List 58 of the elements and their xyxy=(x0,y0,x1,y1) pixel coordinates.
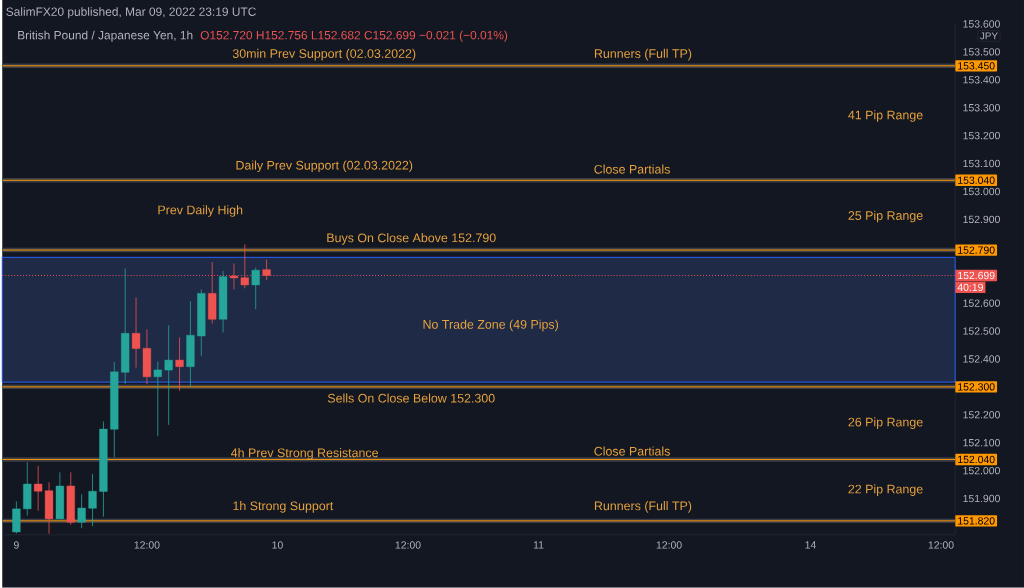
annotation: No Trade Zone (49 Pips) xyxy=(423,319,559,332)
ref-line-label: 151.820 xyxy=(958,517,995,525)
ref-line-label: 152.300 xyxy=(958,383,995,391)
y-tick-label: 153.400 xyxy=(963,76,1000,84)
y-axis-title: JPY xyxy=(979,32,998,40)
annotation: Runners (Full TP) xyxy=(594,49,692,61)
annotation: Close Partials xyxy=(594,164,670,174)
y-tick-label: 153.000 xyxy=(963,187,1000,196)
y-tick-label: 152.600 xyxy=(963,299,1000,307)
ref-line-label: 152.699 xyxy=(958,271,995,280)
y-tick-label: 152.400 xyxy=(963,355,1000,363)
x-tick-label: 14 xyxy=(805,541,816,549)
annotation: 30min Prev Support (02.03.2022) xyxy=(232,48,416,61)
y-tick-label: 153.600 xyxy=(963,20,1000,28)
annotation: Runners (Full TP) xyxy=(594,501,692,513)
ref-line-label: 153.040 xyxy=(958,176,995,185)
annotation: 4h Prev Strong Resistance xyxy=(231,448,378,460)
annotation: 41 Pip Range xyxy=(848,110,923,122)
text: O152.720 H152.756 L152.682 C152.699 −0.021 (−0.01%) xyxy=(200,30,508,42)
ref-line-label: 152.040 xyxy=(958,455,995,464)
candlestick xyxy=(88,473,97,527)
y-tick-label: 153.200 xyxy=(963,132,1000,140)
text: 40:19 xyxy=(957,283,983,292)
x-tick-label: 10 xyxy=(272,541,283,549)
text: British Pound / Japanese Yen, 1h xyxy=(18,30,193,42)
annotation: 22 Pip Range xyxy=(848,484,923,497)
candlestick xyxy=(153,361,162,437)
annotation: Daily Prev Support (02.03.2022) xyxy=(236,160,413,173)
y-tick-label: 152.500 xyxy=(963,327,1000,335)
x-tick-label: 11 xyxy=(533,541,544,549)
x-tick-label: 12:00 xyxy=(134,541,160,549)
y-tick-label: 153.100 xyxy=(963,159,1000,168)
y-tick-label: 152.200 xyxy=(963,411,1000,419)
candlestick xyxy=(77,494,86,529)
x-tick-label: 12:00 xyxy=(656,541,682,549)
annotation: Close Partials xyxy=(594,446,670,456)
annotation: Sells On Close Below 152.300 xyxy=(327,393,495,403)
y-tick-label: 152.900 xyxy=(963,215,1000,224)
x-tick-label: 9 xyxy=(13,541,19,549)
candlestick xyxy=(175,337,184,392)
x-tick-label: 12:00 xyxy=(928,541,954,549)
x-tick-label: 12:00 xyxy=(395,541,421,549)
ref-line-label: 153.450 xyxy=(958,62,995,70)
y-tick-label: 153.300 xyxy=(963,104,1000,112)
y-tick-label: 152.100 xyxy=(963,439,1000,447)
annotation: 1h Strong Support xyxy=(233,501,334,513)
annotation: 25 Pip Range xyxy=(848,210,923,223)
candlestick xyxy=(164,324,173,426)
y-tick-label: 152.000 xyxy=(963,467,1000,475)
annotation: 26 Pip Range xyxy=(848,417,923,430)
y-tick-label: 151.900 xyxy=(963,494,1000,503)
annotation: Prev Daily High xyxy=(158,205,243,217)
ref-line-label: 152.790 xyxy=(958,246,995,254)
y-tick-label: 153.500 xyxy=(963,48,1000,56)
candlestick xyxy=(251,267,260,310)
text: SalimFX20 published, Mar 09, 2022 23:19 UTC xyxy=(6,7,256,19)
annotation: Buys On Close Above 152.790 xyxy=(327,233,496,245)
candlestick xyxy=(12,501,21,534)
